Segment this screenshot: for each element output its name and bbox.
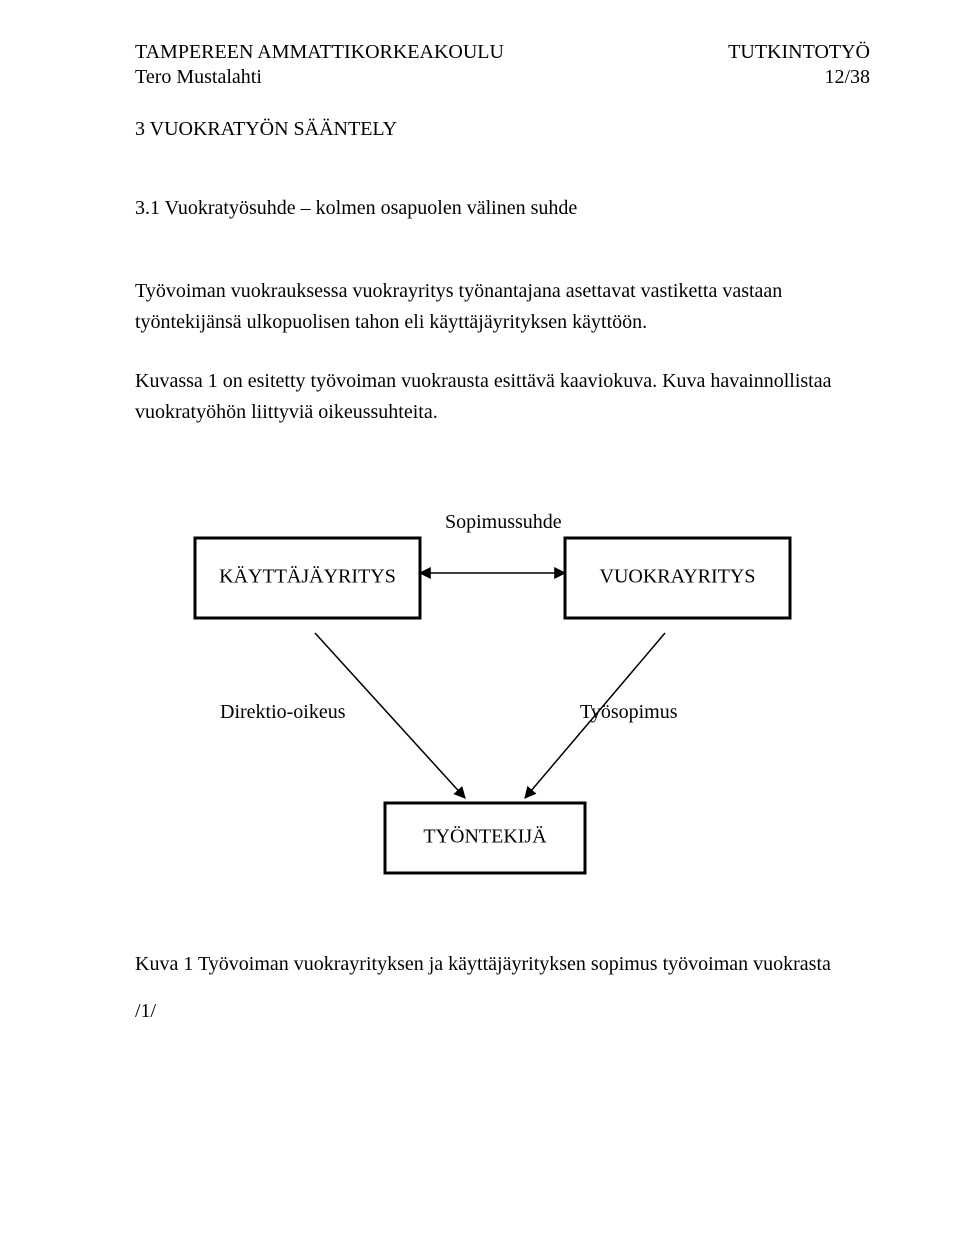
paragraph-1: Työvoiman vuokrauksessa vuokrayritys työ… bbox=[135, 276, 870, 338]
section-title: 3 VUOKRATYÖN SÄÄNTELY bbox=[135, 118, 870, 141]
header-page: 12/38 bbox=[824, 65, 870, 90]
svg-text:TYÖNTEKIJÄ: TYÖNTEKIJÄ bbox=[423, 825, 547, 848]
svg-text:VUOKRAYRITYS: VUOKRAYRITYS bbox=[600, 566, 756, 588]
relationship-diagram: Sopimussuhde Direktio-oikeus Työsopimus KÄY… bbox=[135, 498, 855, 898]
diagram-container: Sopimussuhde Direktio-oikeus Työsopimus KÄY… bbox=[135, 498, 870, 903]
header-institution: TAMPEREEN AMMATTIKORKEAKOULU bbox=[135, 40, 504, 65]
header-row-1: TAMPEREEN AMMATTIKORKEAKOULU TUTKINTOTYÖ bbox=[135, 40, 870, 65]
figure-reference: /1/ bbox=[135, 1000, 870, 1023]
header-doc-type: TUTKINTOTYÖ bbox=[728, 40, 870, 65]
header-author: Tero Mustalahti bbox=[135, 65, 262, 90]
header-row-2: Tero Mustalahti 12/38 bbox=[135, 65, 870, 90]
paragraph-2: Kuvassa 1 on esitetty työvoiman vuokraus… bbox=[135, 366, 870, 428]
figure-caption: Kuva 1 Työvoiman vuokrayrityksen ja käyt… bbox=[135, 953, 870, 976]
svg-text:Työsopimus: Työsopimus bbox=[580, 701, 678, 723]
svg-text:Direktio-oikeus: Direktio-oikeus bbox=[220, 701, 346, 723]
subsection-heading: 3.1 Vuokratyösuhde – kolmen osapuolen vä… bbox=[135, 197, 870, 220]
svg-text:Sopimussuhde: Sopimussuhde bbox=[445, 511, 562, 533]
svg-text:KÄYTTÄJÄYRITYS: KÄYTTÄJÄYRITYS bbox=[219, 565, 396, 588]
